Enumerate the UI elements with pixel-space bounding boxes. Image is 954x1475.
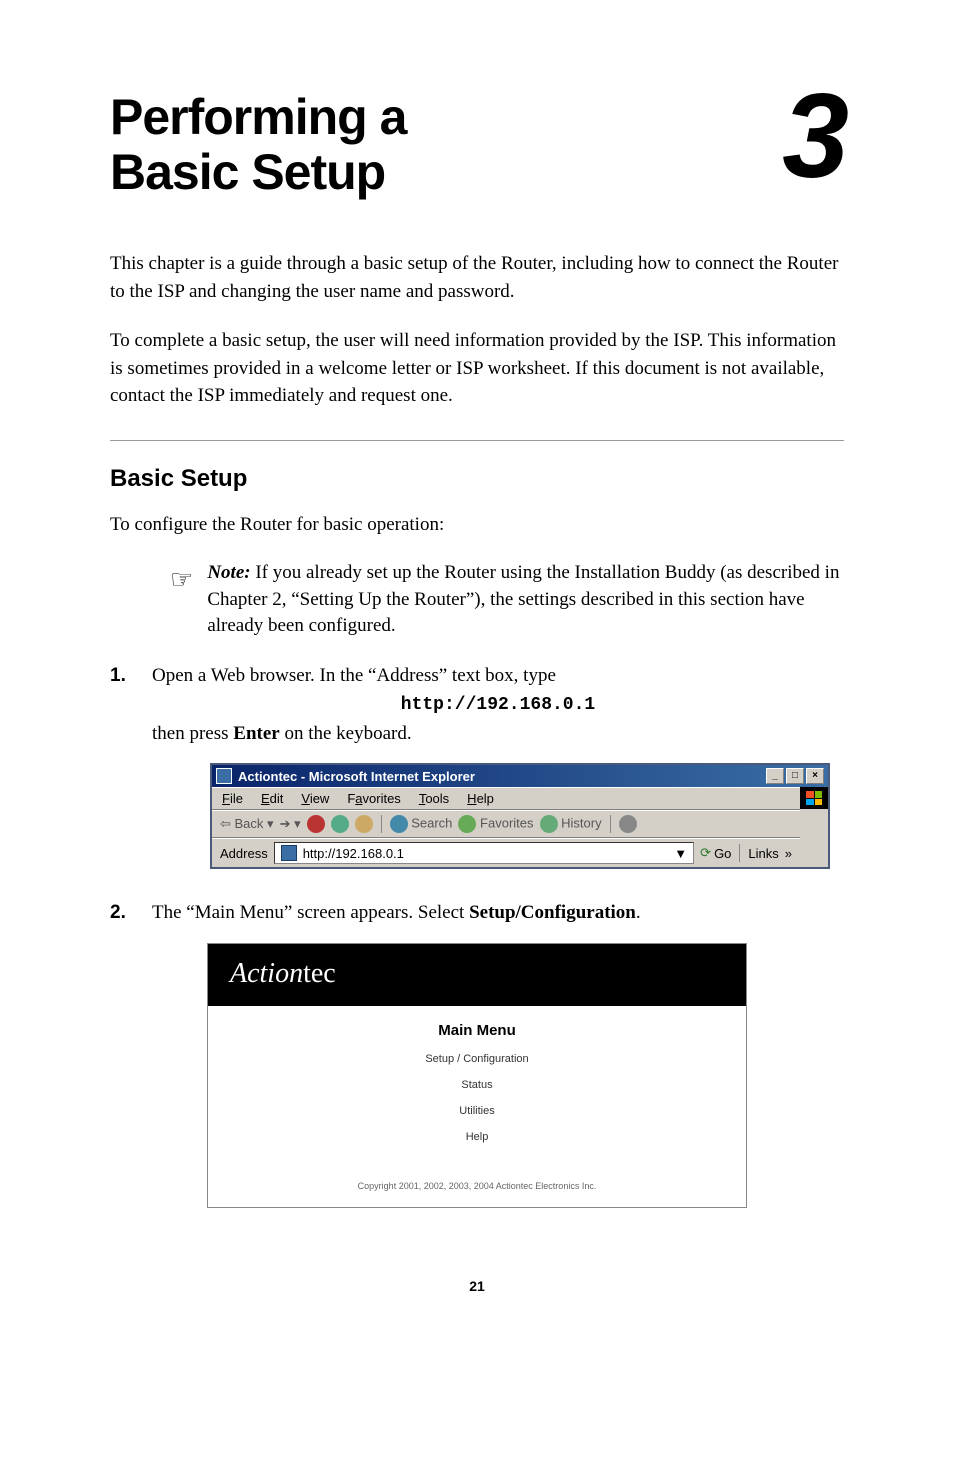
chapter-title-line1: Performing a bbox=[110, 90, 782, 145]
step-1-url: http://192.168.0.1 bbox=[152, 692, 844, 718]
menubar-content: File Edit View Favorites Tools Help ⇦ Ba… bbox=[212, 787, 800, 867]
main-menu-title: Main Menu bbox=[208, 1022, 746, 1039]
print-icon[interactable] bbox=[619, 815, 637, 833]
menubar-row: File Edit View Favorites Tools Help ⇦ Ba… bbox=[212, 787, 828, 867]
note-body: If you already set up the Router using t… bbox=[207, 562, 839, 636]
home-icon[interactable] bbox=[355, 815, 373, 833]
chapter-title-block: Performing a Basic Setup bbox=[110, 90, 782, 200]
note-block: ☞ Note: If you already set up the Router… bbox=[170, 560, 844, 640]
address-bar: Address http://192.168.0.1 ▼ ⟳Go Links » bbox=[212, 838, 800, 867]
step-2-number: 2. bbox=[110, 899, 134, 927]
address-dropdown-icon[interactable]: ▼ bbox=[674, 846, 687, 861]
menu-edit[interactable]: Edit bbox=[261, 791, 283, 806]
maximize-button[interactable]: □ bbox=[786, 768, 804, 784]
windows-logo-icon bbox=[800, 787, 828, 809]
intro-paragraph-2: To complete a basic setup, the user will… bbox=[110, 327, 844, 410]
menu-favorites[interactable]: Favorites bbox=[347, 791, 400, 806]
menu-setup-config[interactable]: Setup / Configuration bbox=[208, 1053, 746, 1065]
step-2-text-c: . bbox=[636, 902, 641, 923]
window-buttons: _ □ × bbox=[766, 768, 824, 784]
step-2-text-bold: Setup/Configuration bbox=[469, 902, 636, 923]
links-label[interactable]: Links bbox=[748, 846, 778, 861]
chapter-header: Performing a Basic Setup 3 bbox=[110, 90, 844, 200]
favorites-button[interactable]: Favorites bbox=[458, 815, 533, 833]
step-1-line-b-c: on the keyboard. bbox=[280, 723, 412, 744]
back-button[interactable]: ⇦ Back ▾ bbox=[220, 816, 274, 832]
history-button[interactable]: History bbox=[540, 815, 602, 833]
chapter-number: 3 bbox=[782, 82, 844, 190]
menu-status[interactable]: Status bbox=[208, 1079, 746, 1091]
toolbar-divider-2 bbox=[610, 815, 611, 833]
note-icon: ☞ bbox=[170, 562, 193, 640]
browser-screenshot: Actiontec - Microsoft Internet Explorer … bbox=[210, 763, 830, 869]
note-label: Note: bbox=[207, 562, 250, 583]
browser-toolbar: ⇦ Back ▾ ➔ ▾ Search Favorites History bbox=[212, 810, 800, 838]
minimize-button[interactable]: _ bbox=[766, 768, 784, 784]
section-title: Basic Setup bbox=[110, 465, 844, 493]
actiontec-screenshot: Actiontec Main Menu Setup / Configuratio… bbox=[207, 943, 747, 1208]
toolbar-divider-1 bbox=[381, 815, 382, 833]
step-1-number: 1. bbox=[110, 662, 134, 747]
step-1-body: Open a Web browser. In the “Address” tex… bbox=[152, 662, 844, 747]
page-number: 21 bbox=[110, 1278, 844, 1294]
menu-tools[interactable]: Tools bbox=[419, 791, 449, 806]
stop-icon[interactable] bbox=[307, 815, 325, 833]
menu-utilities[interactable]: Utilities bbox=[208, 1105, 746, 1117]
address-input[interactable]: http://192.168.0.1 ▼ bbox=[274, 842, 694, 864]
close-button[interactable]: × bbox=[806, 768, 824, 784]
horizontal-rule bbox=[110, 440, 844, 441]
step-1: 1. Open a Web browser. In the “Address” … bbox=[110, 662, 844, 747]
go-button[interactable]: ⟳Go bbox=[700, 845, 731, 861]
refresh-icon[interactable] bbox=[331, 815, 349, 833]
ie-icon bbox=[216, 768, 232, 784]
browser-titlebar: Actiontec - Microsoft Internet Explorer … bbox=[212, 765, 828, 787]
address-value: http://192.168.0.1 bbox=[303, 846, 404, 861]
step-1-line-b: then press Enter on the keyboard. bbox=[152, 720, 844, 748]
step-2: 2. The “Main Menu” screen appears. Selec… bbox=[110, 899, 844, 927]
menu-view[interactable]: View bbox=[301, 791, 329, 806]
addr-divider bbox=[739, 844, 740, 862]
search-button[interactable]: Search bbox=[390, 815, 453, 833]
brand-a: Action bbox=[230, 958, 303, 989]
links-chevron-icon[interactable]: » bbox=[785, 846, 792, 861]
menu-file[interactable]: File bbox=[222, 791, 243, 806]
forward-button[interactable]: ➔ ▾ bbox=[280, 816, 301, 832]
browser-menubar: File Edit View Favorites Tools Help bbox=[212, 787, 800, 810]
menu-help[interactable]: Help bbox=[467, 791, 494, 806]
browser-title: Actiontec - Microsoft Internet Explorer bbox=[238, 769, 475, 784]
page-icon bbox=[281, 845, 297, 861]
address-label: Address bbox=[220, 846, 268, 861]
copyright: Copyright 2001, 2002, 2003, 2004 Actiont… bbox=[208, 1157, 746, 1201]
step-2-body: The “Main Menu” screen appears. Select S… bbox=[152, 899, 844, 927]
note-text: Note: If you already set up the Router u… bbox=[207, 560, 844, 640]
menu-help[interactable]: Help bbox=[208, 1131, 746, 1143]
step-1-line-b-bold: Enter bbox=[233, 723, 279, 744]
section-intro: To configure the Router for basic operat… bbox=[110, 511, 844, 539]
actiontec-brand: Actiontec bbox=[208, 944, 746, 1006]
intro-paragraph-1: This chapter is a guide through a basic … bbox=[110, 250, 844, 305]
step-2-text-a: The “Main Menu” screen appears. Select bbox=[152, 902, 469, 923]
actiontec-menu: Main Menu Setup / Configuration Status U… bbox=[208, 1006, 746, 1207]
titlebar-left: Actiontec - Microsoft Internet Explorer bbox=[216, 768, 475, 784]
step-1-line-a: Open a Web browser. In the “Address” tex… bbox=[152, 662, 844, 690]
brand-b: tec bbox=[303, 958, 336, 989]
step-1-line-b-a: then press bbox=[152, 723, 233, 744]
chapter-title-line2: Basic Setup bbox=[110, 145, 782, 200]
